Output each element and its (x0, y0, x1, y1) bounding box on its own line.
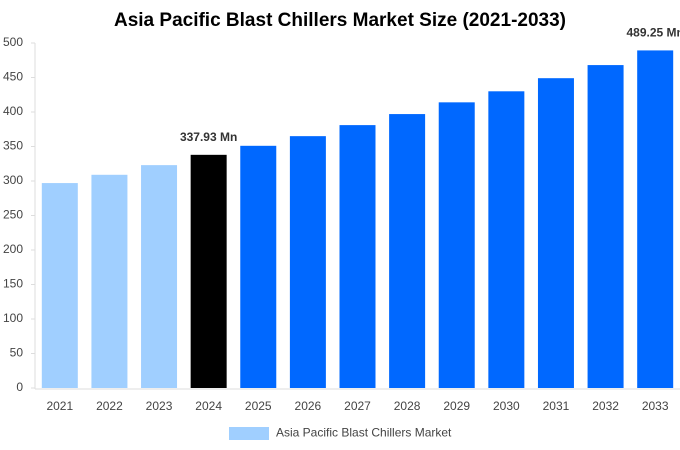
legend-swatch (229, 427, 269, 440)
y-tick-label: 50 (10, 346, 24, 360)
x-tick-label: 2027 (344, 399, 371, 413)
x-tick-label: 2024 (195, 399, 222, 413)
x-tick-label: 2033 (642, 399, 669, 413)
x-tick-label: 2022 (96, 399, 123, 413)
y-tick-label: 200 (3, 242, 23, 256)
x-tick-label: 2030 (493, 399, 520, 413)
x-tick-label: 2028 (394, 399, 421, 413)
bar (339, 125, 376, 389)
y-tick-label: 150 (3, 277, 23, 291)
x-tick-label: 2032 (592, 399, 619, 413)
chart-title: Asia Pacific Blast Chillers Market Size … (114, 10, 566, 31)
x-tick-label: 2023 (146, 399, 173, 413)
legend-label: Asia Pacific Blast Chillers Market (276, 426, 452, 440)
x-tick-label: 2025 (245, 399, 272, 413)
y-tick-label: 250 (3, 208, 23, 222)
y-tick-label: 350 (3, 139, 23, 153)
y-tick-label: 450 (3, 70, 23, 84)
bar (488, 91, 525, 389)
x-tick-label: 2021 (46, 399, 73, 413)
data-label: 489.25 Mn (627, 26, 680, 40)
bar (389, 114, 426, 388)
bar (41, 183, 78, 388)
bar (587, 65, 624, 388)
y-tick-label: 300 (3, 173, 23, 187)
data-label: 337.93 Mn (180, 130, 237, 144)
y-tick-label: 100 (3, 311, 23, 325)
bar (91, 174, 128, 388)
bar (637, 50, 674, 388)
y-tick-label: 500 (3, 35, 23, 49)
x-tick-label: 2026 (295, 399, 322, 413)
y-tick-label: 0 (16, 380, 23, 394)
x-tick-label: 2029 (443, 399, 470, 413)
bar (240, 145, 277, 388)
y-tick-label: 400 (3, 104, 23, 118)
bar (537, 78, 574, 388)
bar (438, 102, 475, 388)
bar (190, 154, 227, 388)
bar (289, 136, 326, 388)
x-tick-label: 2031 (543, 399, 570, 413)
bar (141, 165, 178, 388)
